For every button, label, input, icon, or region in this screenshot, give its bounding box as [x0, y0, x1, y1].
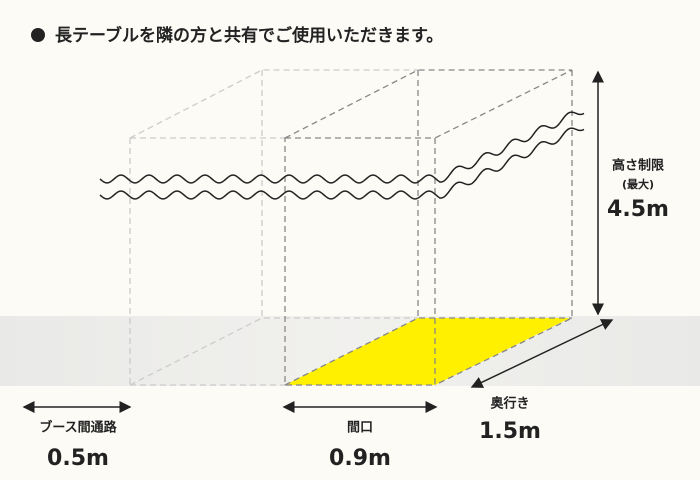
width-label: 間口 — [347, 421, 373, 436]
height-value: 4.5m — [607, 197, 669, 222]
bullet — [31, 28, 45, 42]
title: 長テーブルを隣の方と共有でご使用いただきます。 — [55, 25, 443, 46]
ghost-booth — [129, 69, 418, 386]
aisle-value: 0.5m — [47, 446, 109, 471]
height-label: 高さ制限 — [612, 158, 665, 174]
width-value: 0.9m — [329, 446, 391, 471]
height-note: (最大) — [622, 177, 654, 191]
break-line — [99, 127, 585, 200]
booth — [284, 69, 573, 386]
break-line — [99, 111, 585, 184]
depth-label: 奥行き — [490, 396, 529, 412]
depth-arrow — [470, 319, 614, 388]
depth-value: 1.5m — [479, 419, 541, 444]
aisle-label: ブース間通路 — [39, 420, 117, 436]
